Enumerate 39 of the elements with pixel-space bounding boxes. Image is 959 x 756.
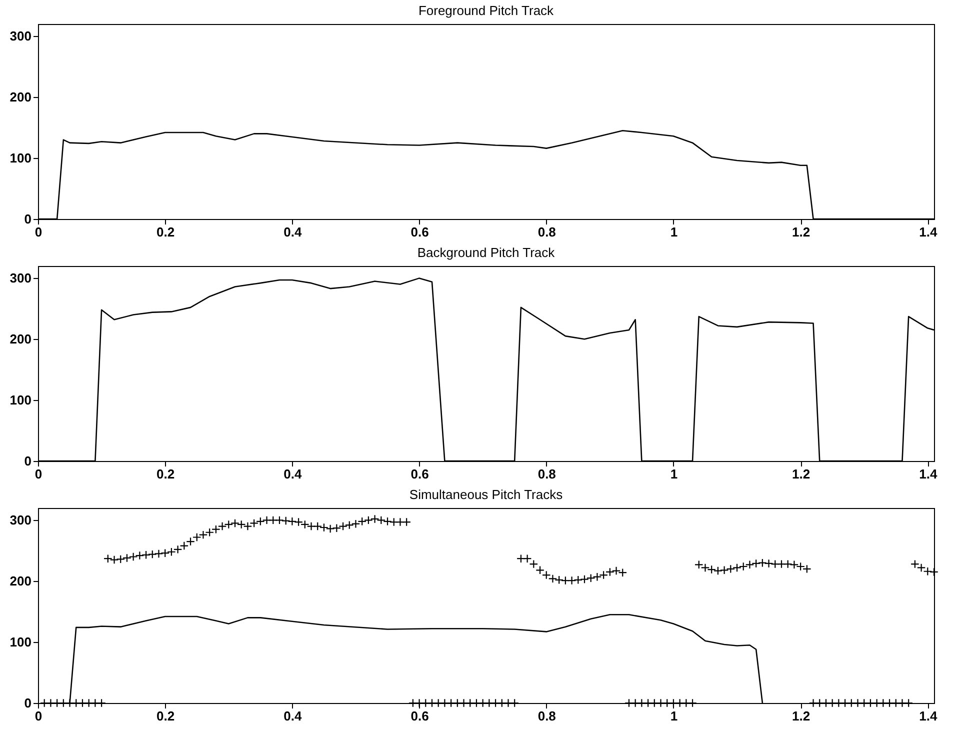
x-tick-label: 1.2	[792, 466, 810, 482]
y-tick-label: 300	[10, 28, 32, 44]
y-tick-label: 300	[10, 512, 32, 528]
x-tick-label: 1.4	[919, 224, 938, 240]
x-tick-label: 1.4	[919, 708, 938, 724]
y-tick-label: 100	[10, 150, 32, 166]
x-tick-label: 0.4	[284, 708, 302, 724]
y-tick-label: 200	[10, 574, 32, 589]
x-tick-label: 1	[670, 466, 678, 482]
x-tick-label: 0	[34, 466, 42, 482]
x-tick-label: 1	[670, 708, 678, 724]
y-tick-label: 200	[10, 332, 32, 347]
x-tick-label: 0.2	[156, 708, 175, 724]
x-tick-label: 0.2	[156, 466, 175, 482]
chart-title: Background Pitch Track	[417, 245, 556, 260]
x-tick-label: 1	[670, 224, 678, 240]
x-tick-label: 1.2	[792, 224, 810, 240]
y-tick-label: 200	[10, 90, 32, 105]
y-tick-label: 0	[24, 696, 32, 710]
x-tick-label: 0.4	[284, 466, 302, 482]
y-tick-label: 0	[24, 212, 32, 226]
chart-title: Foreground Pitch Track	[418, 3, 554, 18]
x-tick-label: 0	[34, 708, 42, 724]
y-tick-label: 0	[24, 454, 32, 468]
chart-title: Simultaneous Pitch Tracks	[409, 487, 564, 502]
y-tick-label: 100	[10, 392, 32, 408]
x-tick-label: 0.2	[156, 224, 175, 240]
x-tick-label: 0.8	[538, 708, 556, 724]
y-tick-label: 300	[10, 270, 32, 286]
x-tick-label: 0.4	[284, 224, 302, 240]
x-tick-label: 1.2	[792, 708, 810, 724]
x-tick-label: 0.6	[410, 224, 429, 240]
x-tick-label: 0.6	[410, 466, 429, 482]
x-tick-label: 0.8	[538, 224, 556, 240]
x-tick-label: 1.4	[919, 466, 938, 482]
x-tick-label: 0.6	[410, 708, 429, 724]
y-tick-label: 100	[10, 634, 32, 650]
x-tick-label: 0	[34, 224, 42, 240]
x-tick-label: 0.8	[538, 466, 556, 482]
